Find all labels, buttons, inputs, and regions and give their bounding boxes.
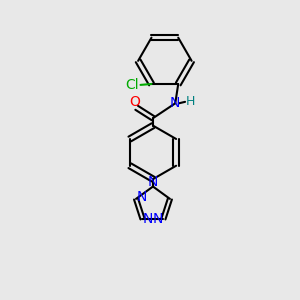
Text: N: N: [136, 190, 146, 204]
Text: N: N: [170, 96, 181, 110]
Text: N: N: [153, 212, 163, 226]
Text: N: N: [143, 212, 153, 226]
Text: H: H: [185, 95, 195, 108]
Text: O: O: [130, 95, 141, 110]
Text: Cl: Cl: [125, 79, 139, 92]
Text: N: N: [148, 175, 158, 189]
